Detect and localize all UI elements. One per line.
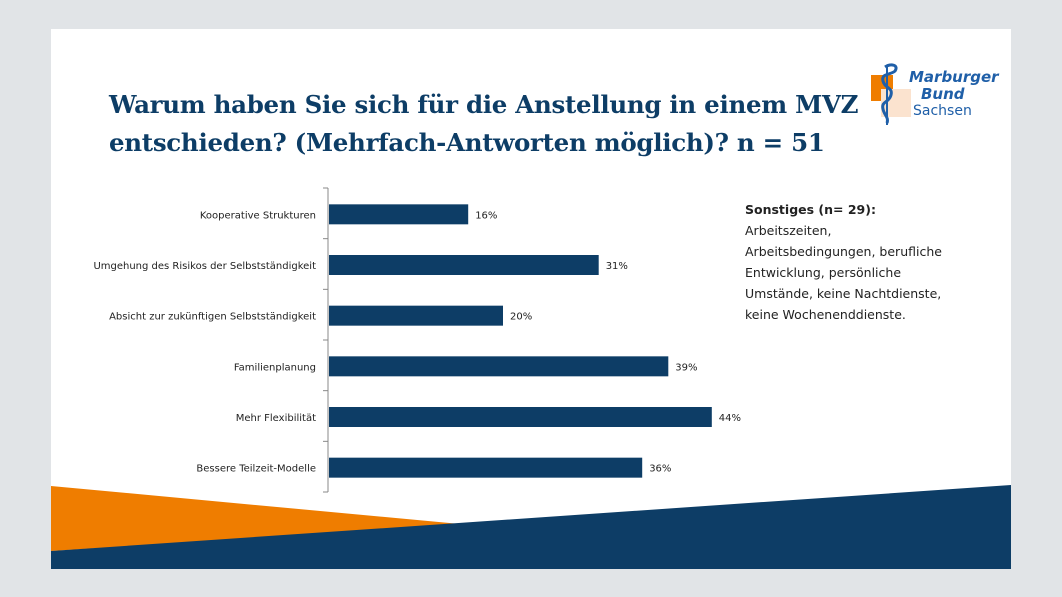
value-label: 44% (719, 413, 741, 424)
category-label: Umgehung des Risikos der Selbstständigke… (93, 261, 316, 272)
value-label: 16% (475, 210, 497, 221)
aesculapian-staff-icon (871, 63, 911, 125)
bar-chart: Kooperative Strukturen 16% Umgehung des Ri… (93, 187, 741, 493)
category-label: Absicht zur zukünftigen Selbstständigkei… (109, 312, 316, 323)
category-label: Kooperative Strukturen (200, 210, 316, 221)
value-label: 20% (510, 312, 532, 323)
category-label: Bessere Teilzeit-Modelle (196, 464, 316, 475)
note-body: Arbeitszeiten, Arbeitsbedingungen, beruf… (745, 223, 942, 322)
note-heading: Sonstiges (n= 29): (745, 202, 876, 217)
bar (329, 305, 503, 326)
value-label: 36% (649, 464, 671, 475)
logo: Marburger Bund Sachsen (869, 63, 999, 127)
bar (329, 407, 712, 427)
logo-line-1: Marburger (909, 68, 999, 86)
bar (329, 457, 643, 478)
slide: Warum haben Sie sich für die Anstellung … (51, 29, 1011, 569)
value-label: 31% (606, 261, 628, 272)
bar (329, 204, 469, 225)
logo-line-3: Sachsen (913, 103, 972, 119)
slide-title: Warum haben Sie sich für die Anstellung … (109, 90, 859, 157)
other-answers-note: Sonstiges (n= 29): Arbeitszeiten, Arbeit… (745, 199, 965, 325)
bar (329, 356, 669, 377)
value-label: 39% (675, 362, 697, 373)
category-label: Familienplanung (234, 362, 316, 373)
category-label: Mehr Flexibilität (236, 413, 316, 424)
bar (329, 255, 599, 275)
logo-line-2: Bund (921, 85, 965, 103)
logo-text: Marburger Bund Sachsen (909, 69, 999, 120)
